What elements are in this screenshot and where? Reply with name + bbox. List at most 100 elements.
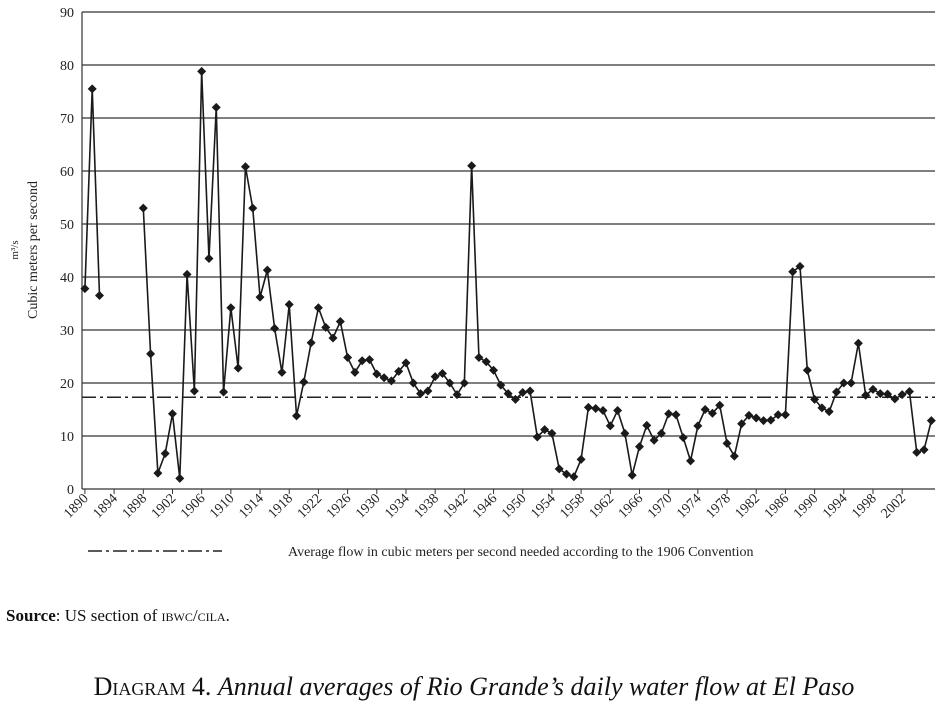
caption: Diagram 4. Annual averages of Rio Grande…	[0, 672, 948, 702]
data-point	[532, 432, 542, 442]
data-point	[525, 386, 535, 396]
data-point	[313, 303, 323, 313]
data-point	[481, 357, 491, 367]
y-tick-label: 20	[60, 377, 74, 392]
source-end: .	[225, 606, 230, 625]
data-point	[386, 376, 396, 386]
data-point	[379, 373, 389, 383]
data-point	[437, 368, 447, 378]
x-tick-label: 1890	[61, 491, 91, 521]
data-point	[868, 384, 878, 394]
data-point	[656, 428, 666, 438]
x-tick-label: 1946	[470, 491, 500, 521]
data-point	[299, 377, 309, 387]
data-point	[262, 265, 272, 275]
data-point	[277, 367, 287, 377]
data-point	[824, 407, 834, 417]
x-tick-label: 1906	[178, 491, 208, 521]
data-point	[335, 317, 345, 327]
x-tick-label: 1934	[382, 491, 412, 521]
data-point	[649, 435, 659, 445]
x-tick-label: 1958	[558, 491, 588, 521]
x-tick-label: 1962	[587, 491, 617, 521]
x-tick-label: 1926	[324, 491, 354, 521]
x-tick-label: 1986	[762, 491, 792, 521]
source-text: : US section of	[55, 606, 162, 625]
data-point	[664, 409, 674, 419]
data-point	[598, 406, 608, 416]
y-tick-label: 70	[60, 112, 74, 127]
data-point	[321, 322, 331, 332]
caption-label: Diagram 4.	[93, 672, 212, 701]
x-tick-label: 1894	[91, 491, 121, 521]
data-point	[474, 353, 484, 363]
x-tick-label: 1966	[616, 491, 646, 521]
x-tick-label: 1998	[849, 491, 879, 521]
data-point	[642, 420, 652, 430]
data-point	[737, 419, 747, 429]
data-point	[182, 269, 192, 279]
x-tick-label: 1978	[703, 491, 733, 521]
y-tick-label: 90	[60, 6, 74, 21]
x-tick-label: 1974	[674, 491, 704, 521]
source-label: Source	[6, 606, 56, 625]
data-point	[430, 372, 440, 382]
data-point	[890, 394, 900, 404]
data-point	[904, 386, 914, 396]
data-point	[759, 416, 769, 426]
data-point	[423, 386, 433, 396]
y-tick-label: 40	[60, 271, 74, 286]
data-point	[729, 451, 739, 461]
y-tick-label: 60	[60, 165, 74, 180]
x-tick-label: 1918	[266, 491, 296, 521]
x-tick-label: 1990	[791, 491, 821, 521]
x-tick-label: 1982	[733, 491, 763, 521]
data-point	[547, 428, 557, 438]
data-point	[846, 378, 856, 388]
data-point	[780, 410, 790, 420]
x-tick-label: 1994	[820, 491, 850, 521]
x-tick-label: 1902	[149, 491, 179, 521]
y-tick-label: 50	[60, 218, 74, 233]
data-point	[817, 403, 827, 413]
data-point	[766, 415, 776, 425]
data-point	[883, 389, 893, 399]
data-point	[146, 349, 156, 359]
source-org: IBWC/CILA	[161, 606, 226, 625]
x-tick-label: 1914	[236, 491, 266, 521]
x-tick-label: 1942	[441, 491, 471, 521]
data-point	[416, 389, 426, 399]
x-tick-label: 1938	[412, 491, 442, 521]
y-tick-label: 80	[60, 59, 74, 74]
data-point	[240, 162, 250, 172]
y-tick-label: 0	[67, 483, 74, 498]
data-point	[620, 428, 630, 438]
data-point	[306, 338, 316, 348]
data-point	[554, 464, 564, 474]
data-point	[627, 470, 637, 480]
x-tick-label: 1970	[645, 491, 675, 521]
data-point	[795, 261, 805, 271]
y-axis-label: Cubic meters per second	[26, 181, 41, 319]
data-point	[328, 333, 338, 343]
x-tick-label: 1950	[499, 491, 529, 521]
data-point	[87, 84, 97, 94]
caption-text: Annual averages of Rio Grande’s daily wa…	[217, 672, 855, 701]
data-point	[700, 405, 710, 414]
data-point	[926, 416, 936, 426]
data-point	[204, 253, 214, 263]
data-point	[153, 468, 163, 478]
data-point	[831, 387, 841, 397]
data-point	[569, 472, 579, 482]
data-point	[496, 380, 506, 390]
data-point	[861, 390, 871, 400]
data-point	[401, 358, 411, 368]
x-tick-label: 1922	[295, 491, 325, 521]
data-point	[751, 413, 761, 423]
data-point	[802, 365, 812, 375]
data-point	[197, 66, 207, 76]
data-point	[591, 403, 601, 413]
y-tick-label: 30	[60, 324, 74, 339]
data-point	[562, 469, 572, 479]
